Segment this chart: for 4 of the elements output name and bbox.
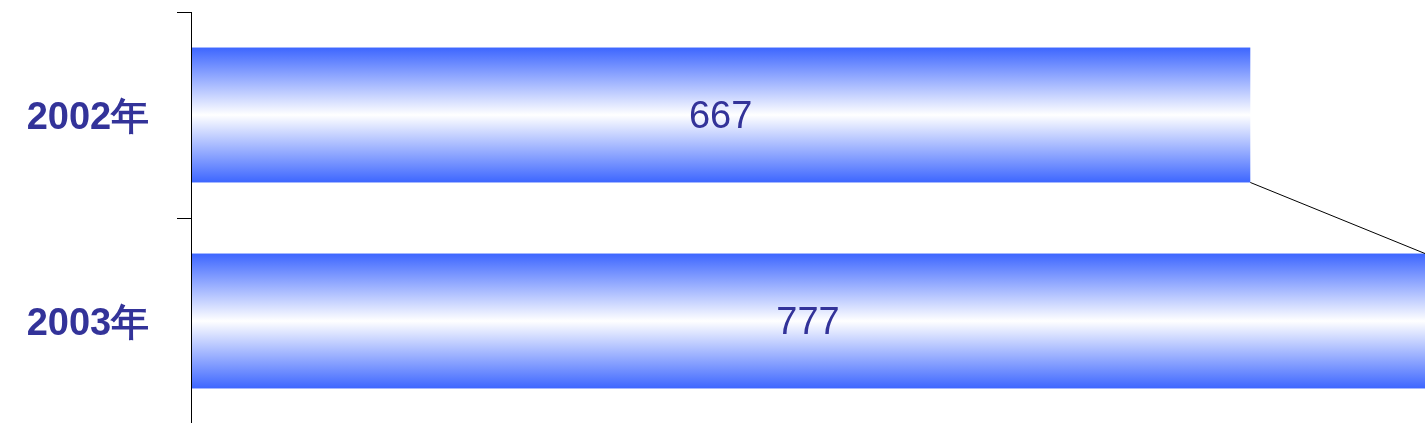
y-tick-label: 2003年 bbox=[26, 301, 150, 343]
data-label: 777 bbox=[776, 300, 840, 342]
data-label: 667 bbox=[688, 94, 753, 136]
y-tick-label: 2002年 bbox=[26, 95, 150, 137]
